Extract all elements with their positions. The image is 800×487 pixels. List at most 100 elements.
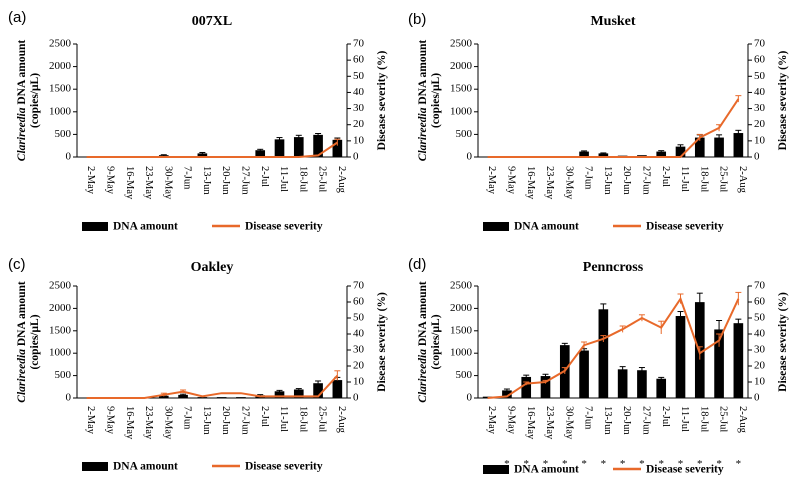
category-tick-label: 2-May <box>85 166 96 195</box>
chart-panel-penncross: (d) Penncross 0 500 1000 1500 2000 2500 0 10 20 30 4… <box>408 256 789 476</box>
right-tick-label: 20 <box>754 360 766 372</box>
right-tick-label: 30 <box>754 102 766 114</box>
category-tick-label: 2-May <box>486 166 497 195</box>
significance-star: * <box>639 458 645 470</box>
dna-bar <box>714 329 724 398</box>
significance-star: * <box>736 458 742 470</box>
left-axis-title: Clarireedia DNA amount <box>16 40 28 162</box>
dna-bar <box>637 370 647 398</box>
right-tick-label: 60 <box>754 296 766 308</box>
category-tick-label: 13-Jun <box>602 406 613 435</box>
category-tick-label: 20-Jun <box>220 406 231 435</box>
category-tick-label: 2-May <box>85 406 96 435</box>
significance-star: * <box>658 458 664 470</box>
left-axis-title-units: (copies/μL) <box>29 314 41 369</box>
dna-bar <box>313 134 323 157</box>
category-tick-label: 30-May <box>563 406 574 440</box>
right-tick-label: 70 <box>353 280 365 292</box>
dna-bar <box>332 380 343 398</box>
category-tick-label: 23-May <box>544 406 555 440</box>
category-tick-label: 18-Jul <box>698 406 709 432</box>
dna-bar <box>675 146 686 157</box>
category-tick-label: 9-May <box>506 406 517 435</box>
dna-bar <box>521 376 532 398</box>
dna-bar <box>617 369 628 398</box>
right-tick-label: 10 <box>353 134 365 146</box>
dna-bar <box>274 391 285 398</box>
left-tick-label: 1000 <box>450 105 473 117</box>
dna-bar <box>197 153 208 157</box>
category-tick-label: 7-Jun <box>583 406 594 430</box>
category-tick-label: 2-Aug <box>336 166 347 194</box>
left-axis-title-rest: DNA amount <box>417 281 429 349</box>
legend-line-label: Disease severity <box>646 221 724 233</box>
left-tick-label: 1500 <box>450 83 473 95</box>
chart-panel-007xl: (a) 007XL 0 500 1000 1500 2000 2500 0 10 20 30 40 50 6… <box>8 9 388 233</box>
panel-letter: (b) <box>408 11 426 28</box>
category-tick-label: 13-Jun <box>602 166 613 195</box>
right-axis-title: Disease severity (%) <box>777 51 789 151</box>
legend-bar-swatch <box>82 222 108 231</box>
category-tick-label: 9-May <box>105 406 116 435</box>
left-tick-label: 2500 <box>450 280 473 292</box>
left-tick-label: 500 <box>456 369 473 381</box>
chart-title: Musket <box>590 14 635 29</box>
category-tick-label: 7-Jun <box>583 166 594 190</box>
category-tick-label: 11-Jul <box>679 166 690 192</box>
dna-bar <box>579 151 589 157</box>
severity-line <box>86 374 339 399</box>
category-tick-label: 25-Jul <box>718 406 729 432</box>
dna-bar <box>255 150 266 157</box>
left-tick-label: 0 <box>467 392 473 404</box>
category-tick-label: 25-Jul <box>718 166 729 192</box>
category-tick-label: 20-Jun <box>621 166 632 195</box>
significance-star: * <box>543 458 549 470</box>
left-tick-label: 2000 <box>450 302 473 314</box>
category-tick-label: 27-Jun <box>240 166 251 195</box>
left-axis-title-rest: DNA amount <box>16 40 28 108</box>
right-axis-title: Disease severity (%) <box>376 51 388 151</box>
left-axis-title-italic: Clarireedia <box>16 107 28 161</box>
legend-bar-swatch <box>483 222 509 231</box>
category-tick-label: 18-Jul <box>698 166 709 192</box>
right-tick-label: 30 <box>353 344 365 356</box>
significance-star: * <box>678 458 684 470</box>
right-tick-label: 50 <box>754 70 766 82</box>
significance-star: * <box>523 458 529 470</box>
right-tick-label: 0 <box>754 151 760 163</box>
significance-star: * <box>562 458 568 470</box>
left-tick-label: 0 <box>66 151 72 163</box>
dna-bar <box>598 309 609 398</box>
left-axis-title: Clarireedia DNA amount <box>417 40 429 162</box>
left-tick-label: 2500 <box>450 38 473 50</box>
legend-bar-label: DNA amount <box>514 464 579 476</box>
left-tick-label: 2000 <box>49 60 72 72</box>
right-tick-label: 10 <box>754 376 766 388</box>
category-tick-label: 18-Jul <box>297 166 308 192</box>
dna-bar <box>216 397 227 398</box>
significance-star: * <box>620 458 626 470</box>
left-axis-title-units: (copies/μL) <box>430 314 442 369</box>
dna-bar <box>313 383 323 398</box>
left-axis-title-rest: DNA amount <box>16 281 28 349</box>
category-tick-label: 2-Aug <box>737 406 748 434</box>
right-tick-label: 40 <box>353 86 365 98</box>
category-tick-label: 7-Jun <box>182 166 193 190</box>
right-tick-label: 30 <box>754 344 766 356</box>
category-tick-label: 2-Aug <box>336 406 347 434</box>
left-tick-label: 1500 <box>49 324 72 336</box>
right-tick-label: 0 <box>353 392 359 404</box>
left-axis-title: Clarireedia DNA amount <box>417 281 429 403</box>
right-tick-label: 30 <box>353 102 365 114</box>
right-tick-label: 50 <box>754 312 766 324</box>
dna-bar <box>714 137 724 157</box>
category-tick-label: 16-May <box>124 166 135 200</box>
significance-star: * <box>716 458 722 470</box>
category-tick-label: 30-May <box>162 166 173 200</box>
right-tick-label: 70 <box>353 38 365 50</box>
chart-panel-oakley: (c) Oakley 0 500 1000 1500 2000 2500 0 10 20 30 40 50… <box>8 256 388 473</box>
right-tick-label: 10 <box>754 134 766 146</box>
left-tick-label: 500 <box>456 128 473 140</box>
category-tick-label: 27-Jun <box>641 166 652 195</box>
